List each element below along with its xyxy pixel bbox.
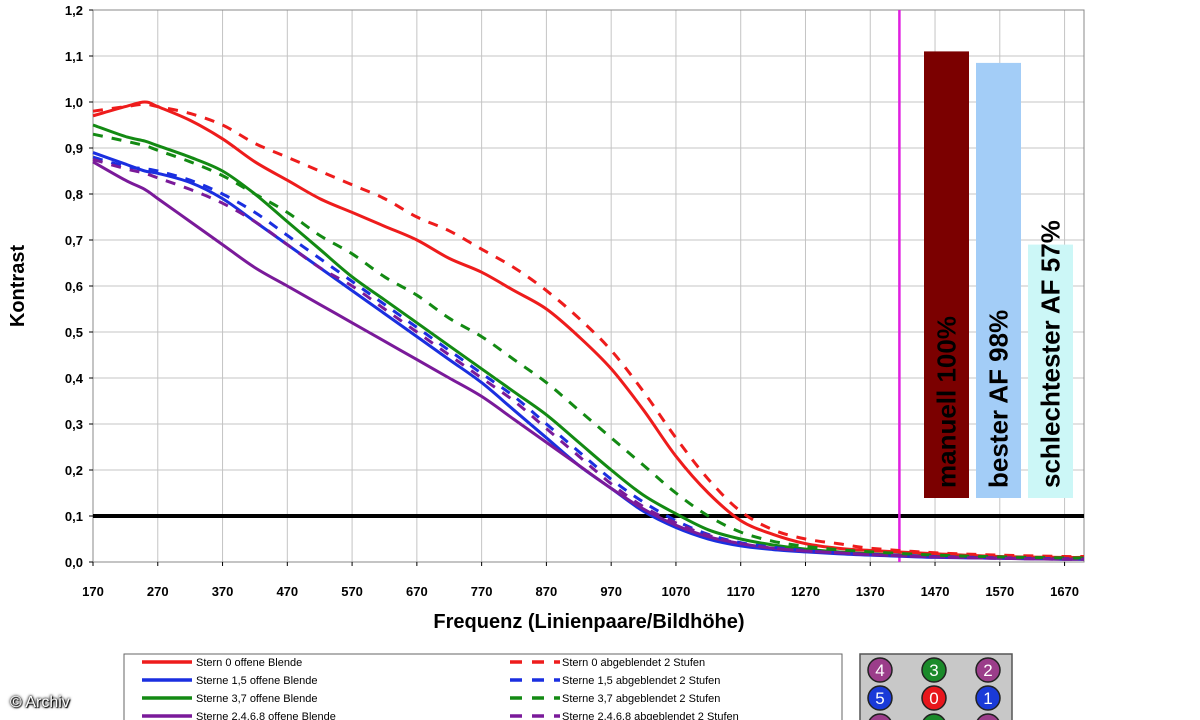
series-line [92,155,1085,561]
series-line [92,158,1085,561]
focus-bar-label: manuell 100% [932,316,962,488]
focus-bar-label: bester AF 98% [984,310,1014,488]
position-circle [975,685,1001,711]
series-line [92,132,1085,560]
x-tick-label: 270 [147,584,169,599]
position-circle [867,685,893,711]
x-tick-label: 1470 [921,584,950,599]
position-circle-label: 5 [875,689,884,708]
legend-entry: Sterne 3,7 abgeblendet 2 Stufen [562,693,720,705]
x-tick-label: 1270 [791,584,820,599]
y-tick-label: 0,6 [65,279,83,294]
focus-bar [1028,244,1073,498]
legend-entry: Stern 0 offene Blende [196,657,302,669]
position-circle [868,713,892,720]
y-tick-label: 0,7 [65,233,83,248]
legend-entry: Sterne 2,4,6,8 abgeblendet 2 Stufen [562,711,739,720]
position-circle-label: 4 [875,661,884,680]
series-line [92,160,1085,561]
x-tick-label: 1070 [661,584,690,599]
axes: 170 270 370 470 570 670 770 870 970 1070 1170 1270 1… [65,3,1079,599]
reference-lines [93,10,1084,562]
position-circle [867,657,893,683]
position-circle [921,685,947,711]
position-circle-label: 0 [929,689,938,708]
y-tick-label: 0,2 [65,463,83,478]
position-circle [976,713,1000,720]
focus-bar [924,51,969,499]
position-circle-label: 3 [929,661,938,680]
y-axis-title: Kontrast [7,245,29,328]
x-tick-label: 1370 [856,584,885,599]
y-tick-label: 0,9 [65,141,83,156]
x-tick-label: 470 [276,584,298,599]
y-tick-label: 1,2 [65,3,83,18]
legend-entry: Sterne 3,7 offene Blende [196,693,318,705]
y-tick-label: 0,5 [65,325,83,340]
position-circle-label: 1 [983,689,992,708]
legend-entry: Sterne 1,5 offene Blende [196,675,318,687]
y-tick-label: 0,8 [65,187,83,202]
x-tick-label: 1170 [727,584,755,599]
x-axis-title: Frequenz (Linienpaare/Bildhöhe) [433,611,744,633]
x-tick-label: 770 [471,584,493,599]
position-circle [921,657,947,683]
legend-entry: Sterne 1,5 abgeblendet 2 Stufen [562,675,720,687]
position-circle [922,713,946,720]
legend-box [123,653,843,720]
x-tick-label: 1570 [985,584,1014,599]
y-tick-label: 0,1 [65,509,83,524]
y-tick-label: 1,0 [65,95,83,110]
x-tick-label: 670 [406,584,428,599]
focus-bar [976,62,1021,499]
y-tick-label: 0,3 [65,417,83,432]
image-credit: © Archiv [10,694,70,711]
x-tick-label: 170 [82,584,104,599]
measurement-position-chart: 4 3 2 5 0 1 [859,653,1013,720]
focus-bars: manuell 100% bester AF 98% schlechtester A… [924,51,1073,499]
x-tick-label: 370 [212,584,234,599]
legend-entry: Sterne 2,4,6,8 offene Blende [196,711,336,720]
y-tick-label: 0,4 [65,371,84,386]
y-tick-label: 0,0 [65,555,83,570]
series-lines [92,100,1085,561]
focus-bar-label: schlechtester AF 57% [1036,220,1066,488]
x-tick-label: 870 [536,584,558,599]
x-tick-label: 570 [341,584,363,599]
x-tick-label: 970 [600,584,622,599]
legend: Stern 0 offene Blende Sterne 1,5 offene B… [123,653,843,720]
y-tick-label: 1,1 [65,49,83,64]
legend-entry: Stern 0 abgeblendet 2 Stufen [562,657,705,669]
position-circle-label: 2 [983,661,992,680]
x-tick-label: 1670 [1050,584,1079,599]
position-circle [975,657,1001,683]
